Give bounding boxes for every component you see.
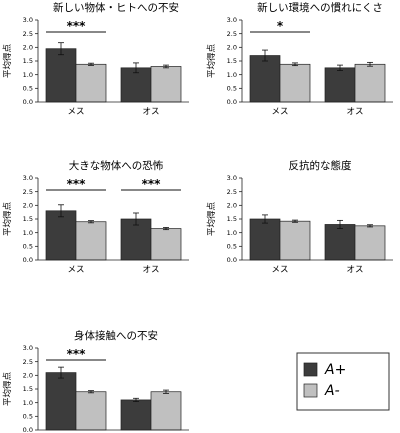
bar-a-plus-male <box>324 67 356 103</box>
y-tick-label: 3.0 <box>23 174 33 182</box>
y-tick-label: 2.0 <box>23 372 33 380</box>
y-tick-label: 2.5 <box>227 188 237 196</box>
y-tick-label: 3.0 <box>23 344 33 352</box>
x-category-label: メス <box>67 265 84 275</box>
bar-a-minus-female <box>279 220 311 261</box>
y-tick-label: 1.0 <box>227 71 237 79</box>
chart-title: 新しい物体・ヒトへの不安 <box>53 1 179 14</box>
y-tick-label: 3.0 <box>23 16 33 24</box>
y-tick-label: 0.0 <box>23 256 33 264</box>
y-axis-label: 平均得点 <box>2 372 13 407</box>
significance-marker: *** <box>142 177 162 191</box>
bar-a-minus-male <box>354 225 386 261</box>
y-tick-label: 1.0 <box>23 229 33 237</box>
x-category-label: オス <box>346 107 363 117</box>
bar-a-minus-male <box>150 228 182 261</box>
legend-swatch-a-plus <box>303 362 318 377</box>
y-tick-label: 0.5 <box>23 243 33 251</box>
y-axis-label: 平均得点 <box>206 202 217 237</box>
y-tick-label: 0.5 <box>227 243 237 251</box>
y-tick-label: 2.0 <box>227 202 237 210</box>
y-tick-label: 1.0 <box>227 229 237 237</box>
y-axis-label: 平均得点 <box>2 44 13 79</box>
bar-a-plus-female <box>45 372 77 431</box>
legend-label-a-minus: A- <box>324 383 340 399</box>
legend-box <box>296 352 390 411</box>
legend-swatch-a-minus <box>303 383 318 398</box>
y-tick-label: 0.5 <box>227 85 237 93</box>
y-tick-label: 1.0 <box>23 71 33 79</box>
chart-title: 反抗的な態度 <box>289 159 352 172</box>
y-axis-label: 平均得点 <box>206 44 217 79</box>
x-category-label: オス <box>346 265 363 275</box>
x-category-label: オス <box>142 265 159 275</box>
x-category-label: オス <box>142 107 159 117</box>
significance-marker: * <box>277 19 284 33</box>
y-axis-label: 平均得点 <box>2 202 13 237</box>
y-tick-label: 1.0 <box>23 399 33 407</box>
y-tick-label: 1.5 <box>227 215 237 223</box>
y-tick-label: 0.0 <box>23 98 33 106</box>
y-tick-label: 2.5 <box>23 358 33 366</box>
y-tick-label: 1.5 <box>23 57 33 65</box>
bar-a-minus-male <box>150 391 182 431</box>
bar-a-minus-male <box>354 63 386 103</box>
chart-title: 大きな物体への恐怖 <box>69 159 164 172</box>
y-tick-label: 0.5 <box>23 413 33 421</box>
bar-a-minus-male <box>150 66 182 103</box>
chart-title: 新しい環境への慣れにくさ <box>257 1 383 14</box>
bar-a-minus-female <box>279 63 311 103</box>
y-tick-label: 1.5 <box>227 57 237 65</box>
bar-a-plus-female <box>249 218 281 261</box>
y-tick-label: 0.0 <box>227 98 237 106</box>
y-tick-label: 3.0 <box>227 174 237 182</box>
bar-a-plus-male <box>120 218 152 261</box>
y-tick-label: 2.0 <box>227 44 237 52</box>
x-category-label: メス <box>67 107 84 117</box>
y-tick-label: 2.5 <box>23 30 33 38</box>
y-tick-label: 1.5 <box>23 215 33 223</box>
y-tick-label: 1.5 <box>23 385 33 393</box>
y-tick-label: 2.5 <box>227 30 237 38</box>
bar-a-plus-male <box>324 224 356 261</box>
legend-label-a-plus: A+ <box>324 362 346 378</box>
chart-title: 身体接触への不安 <box>74 329 158 342</box>
bar-a-plus-female <box>45 210 77 261</box>
y-tick-label: 2.0 <box>23 44 33 52</box>
y-tick-label: 2.5 <box>23 188 33 196</box>
significance-marker: *** <box>67 177 87 191</box>
bar-a-plus-female <box>249 55 281 103</box>
y-tick-label: 2.0 <box>23 202 33 210</box>
legend: A+ A- <box>296 352 390 411</box>
x-category-label: メス <box>271 107 288 117</box>
bar-a-plus-female <box>45 48 77 103</box>
y-tick-label: 0.0 <box>23 426 33 433</box>
y-tick-label: 0.0 <box>227 256 237 264</box>
x-category-label: メス <box>271 265 288 275</box>
bar-a-minus-female <box>75 391 107 431</box>
y-tick-label: 3.0 <box>227 16 237 24</box>
y-tick-label: 0.5 <box>23 85 33 93</box>
significance-marker: *** <box>67 19 87 33</box>
bar-a-plus-male <box>120 399 152 431</box>
significance-marker: *** <box>67 347 87 361</box>
bar-a-minus-female <box>75 221 107 261</box>
bar-a-minus-female <box>75 63 107 103</box>
